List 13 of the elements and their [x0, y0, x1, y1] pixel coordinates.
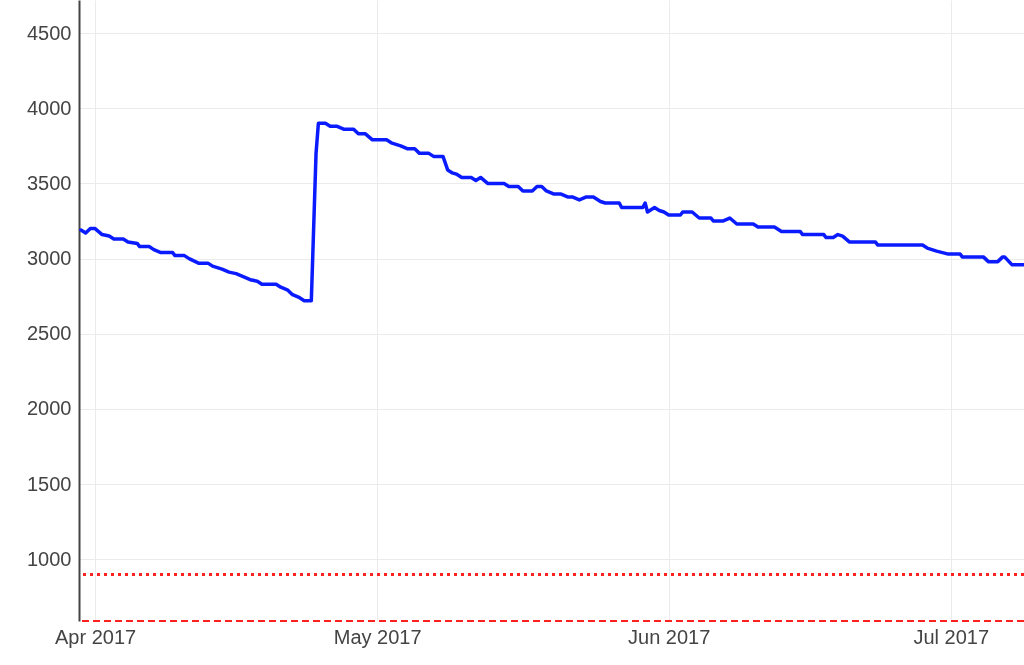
- x-tick-label: Jul 2017: [913, 625, 990, 648]
- y-tick-label: 1000: [27, 547, 72, 570]
- y-tick-label: 4500: [27, 21, 72, 44]
- y-tick-label: 3500: [27, 171, 72, 194]
- line-series: [79, 121, 1024, 303]
- y-tick-label: 2500: [27, 322, 72, 345]
- y-tick-label: 2000: [27, 397, 72, 420]
- y-tick-label: 1500: [27, 472, 72, 495]
- x-tick-label: Jun 2017: [628, 625, 711, 648]
- y-tick-label: 3000: [27, 247, 72, 270]
- y-tick-label: 4000: [27, 96, 72, 119]
- x-tick-label: May 2017: [333, 625, 422, 648]
- x-tick-label: Apr 2017: [54, 625, 137, 648]
